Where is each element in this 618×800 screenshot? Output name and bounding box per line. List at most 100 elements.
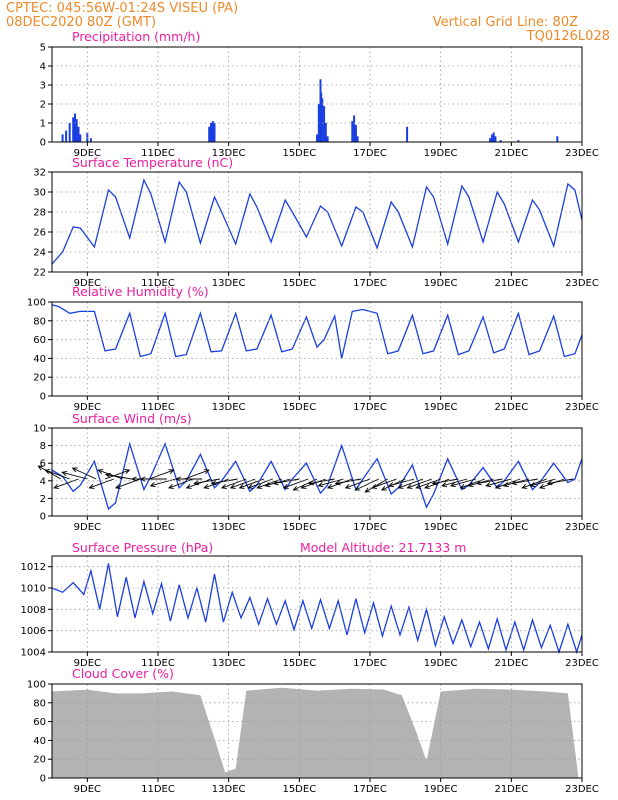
- y-tick-label: 10: [33, 424, 46, 435]
- rh-frame: [51, 301, 583, 397]
- panel-humidity: Relative Humidity (%) 0 20 40 60 80 100 9DEC 11…: [27, 284, 599, 413]
- wind-vector: [317, 478, 344, 488]
- x-tick-label: 21DEC: [494, 278, 528, 289]
- y-tick-label: 32: [33, 168, 46, 179]
- y-tick-label: 1012: [21, 562, 46, 573]
- precip-bar: [211, 121, 214, 142]
- x-tick-label: 15DEC: [282, 784, 316, 795]
- pressure-frame: [51, 555, 583, 653]
- precip-bar: [68, 123, 71, 142]
- precip-bar: [74, 113, 76, 142]
- temp-series-line: [51, 178, 583, 265]
- y-tick-label: 1010: [21, 584, 46, 595]
- wind-vector: [139, 476, 167, 482]
- y-tick-label: 0: [40, 392, 46, 403]
- x-tick-label: 21DEC: [494, 784, 528, 795]
- panel-wind: Surface Wind (m/s) 0 2 4 6 8 10 9DEC 11DEC 13DEC…: [33, 411, 599, 533]
- wind-vector: [388, 478, 415, 488]
- wind-vector: [300, 478, 326, 489]
- x-tick-label: 15DEC: [282, 148, 316, 159]
- precip-bar: [320, 92, 323, 142]
- precip-bar: [208, 126, 211, 142]
- x-tick-label: 23DEC: [565, 522, 599, 533]
- precip-bar: [316, 134, 318, 142]
- precip-bar: [490, 134, 493, 142]
- precip-bar: [489, 138, 492, 142]
- wind-title: Surface Wind (m/s): [72, 411, 192, 426]
- wind-vector: [272, 478, 300, 486]
- y-tick-label: 0: [40, 774, 46, 785]
- wind-vector: [193, 478, 220, 486]
- wind-vector: [546, 478, 574, 486]
- x-tick-label: 15DEC: [282, 522, 316, 533]
- grid-line-note: Vertical Grid Line: 80Z: [433, 15, 578, 30]
- wind-vector: [167, 478, 194, 489]
- y-tick-label: 2: [40, 100, 46, 111]
- y-tick-label: 5: [40, 43, 46, 54]
- humidity-title: Relative Humidity (%): [72, 284, 209, 299]
- wind-vector: [529, 478, 556, 488]
- precip-bar: [213, 123, 216, 142]
- wind-vector: [71, 467, 97, 480]
- x-tick-label: 17DEC: [353, 402, 387, 413]
- wind-vector: [354, 478, 379, 491]
- precip-bar: [89, 138, 92, 142]
- station-header: CPTEC: 045:56W-01:24S VISEU (PA): [6, 1, 238, 16]
- wind-vector: [104, 469, 131, 480]
- x-tick-label: 15DEC: [282, 402, 316, 413]
- precip-bar: [494, 136, 497, 142]
- x-tick-label: 9DEC: [74, 784, 101, 795]
- wind-vector: [364, 478, 388, 493]
- wind-vector: [149, 469, 175, 480]
- precip-bar: [65, 130, 68, 142]
- precip-bar: [517, 140, 520, 142]
- x-tick-label: 19DEC: [424, 522, 458, 533]
- y-tick-label: 1004: [21, 648, 46, 659]
- x-tick-label: 23DEC: [565, 148, 599, 159]
- x-tick-label: 11DEC: [141, 522, 175, 533]
- wind-vector: [538, 478, 565, 489]
- wind-vector: [344, 478, 371, 489]
- wind-vector: [397, 478, 424, 489]
- x-tick-label: 17DEC: [353, 522, 387, 533]
- precip-bar: [321, 98, 324, 142]
- x-tick-label: 11DEC: [141, 148, 175, 159]
- y-tick-label: 20: [33, 755, 46, 766]
- wind-vector: [203, 478, 229, 489]
- wind-vector: [406, 478, 432, 489]
- wind-vector: [104, 472, 132, 480]
- wind-vector: [114, 478, 141, 489]
- x-tick-label: 21DEC: [494, 522, 528, 533]
- x-tick-label: 11DEC: [141, 784, 175, 795]
- precip-bar: [406, 126, 409, 142]
- x-tick-label: 23DEC: [565, 278, 599, 289]
- wind-vector: [37, 465, 62, 480]
- wind-vector: [44, 469, 70, 480]
- y-tick-label: 1006: [21, 626, 46, 637]
- y-tick-label: 1008: [21, 605, 46, 616]
- precip-bar: [499, 140, 502, 142]
- cloud-cover-title: Cloud Cover (%): [72, 666, 174, 681]
- x-tick-label: 17DEC: [353, 784, 387, 795]
- y-tick-label: 0: [40, 138, 46, 149]
- x-tick-label: 23DEC: [565, 784, 599, 795]
- wind-vector: [308, 478, 335, 486]
- precip-frame: [51, 46, 583, 143]
- x-tick-label: 19DEC: [424, 658, 458, 669]
- temp-frame: [51, 171, 583, 273]
- wind-vector: [88, 478, 114, 489]
- rh-series-line: [51, 304, 583, 359]
- y-tick-label: 1: [40, 119, 46, 130]
- y-tick-label: 20: [33, 373, 46, 384]
- x-tick-label: 21DEC: [494, 148, 528, 159]
- y-tick-label: 4: [40, 62, 46, 73]
- y-tick-label: 60: [33, 717, 46, 728]
- wind-vector: [184, 469, 210, 480]
- precip-bar: [79, 134, 82, 142]
- wind-series-line: [51, 441, 583, 511]
- run-time-header: 08DEC2020 80Z (GMT): [6, 15, 156, 30]
- x-tick-label: 21DEC: [494, 658, 528, 669]
- wind-vector: [53, 478, 79, 489]
- y-tick-label: 4: [40, 476, 46, 487]
